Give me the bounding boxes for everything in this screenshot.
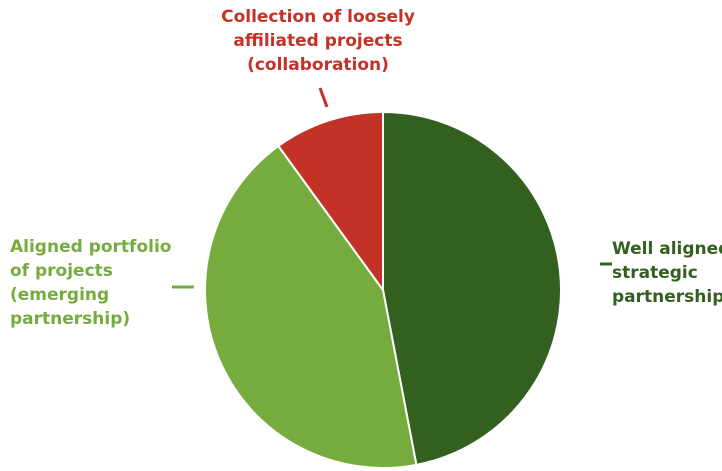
pie-slice-well-aligned	[382, 110, 562, 467]
slice-label-line: Collection of loosely	[221, 7, 415, 27]
slice-label-line: partnerships	[612, 287, 722, 307]
slice-label-line: partnership)	[10, 309, 130, 329]
slice-label-line: Aligned portfolio	[10, 237, 171, 257]
slice-label-line: Well aligned	[612, 239, 722, 259]
slice-label-line: strategic	[612, 263, 698, 283]
slice-label-collection: Collection of loosely affiliated projects…	[221, 7, 415, 75]
slice-label-aligned-portfolio: Aligned portfolio of projects (emerging par…	[10, 237, 171, 329]
slice-label-line: (collaboration)	[247, 55, 389, 75]
pie-slice-aligned-portfolio	[204, 144, 418, 469]
pie-slice-collection	[276, 110, 384, 294]
slice-label-well-aligned: Well aligned strategic partnerships	[612, 239, 722, 307]
leader-line-collection	[318, 87, 329, 108]
slice-label-line: of projects	[10, 261, 113, 281]
slice-label-line: (emerging	[10, 285, 109, 305]
slice-label-line: affiliated projects	[233, 31, 402, 51]
